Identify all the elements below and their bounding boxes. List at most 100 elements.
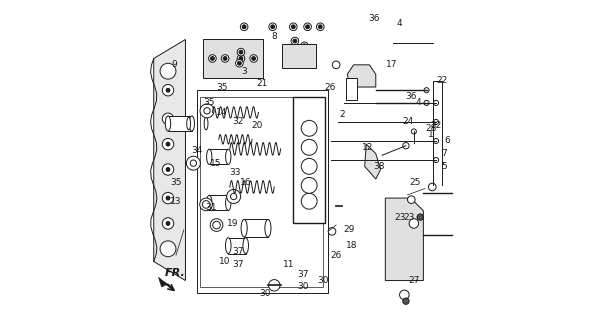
Circle shape <box>209 55 216 62</box>
Circle shape <box>318 25 322 29</box>
Text: 30: 30 <box>259 289 271 298</box>
Text: 8: 8 <box>271 32 277 41</box>
Text: 25: 25 <box>410 178 421 187</box>
Circle shape <box>166 196 170 200</box>
Text: 33: 33 <box>229 168 241 177</box>
Circle shape <box>408 196 415 204</box>
Circle shape <box>304 23 312 31</box>
Text: 28: 28 <box>425 124 437 133</box>
Circle shape <box>271 25 275 29</box>
Circle shape <box>204 108 210 114</box>
Circle shape <box>231 193 237 200</box>
Circle shape <box>400 290 409 300</box>
Circle shape <box>241 23 248 31</box>
Ellipse shape <box>187 117 190 130</box>
Text: 13: 13 <box>170 197 182 206</box>
Text: 37: 37 <box>297 270 308 279</box>
Circle shape <box>166 142 170 146</box>
Circle shape <box>160 63 176 79</box>
Polygon shape <box>282 44 316 68</box>
Circle shape <box>162 164 174 175</box>
Circle shape <box>162 113 174 124</box>
Text: 24: 24 <box>402 117 413 126</box>
Text: 31: 31 <box>205 203 217 212</box>
Text: 2: 2 <box>340 109 345 118</box>
Circle shape <box>328 228 336 235</box>
Text: 11: 11 <box>283 260 294 269</box>
Ellipse shape <box>226 195 231 211</box>
Polygon shape <box>346 77 357 100</box>
Ellipse shape <box>243 238 248 253</box>
Circle shape <box>403 142 409 149</box>
Circle shape <box>236 60 243 67</box>
Circle shape <box>289 23 297 31</box>
Text: 19: 19 <box>227 219 239 228</box>
Circle shape <box>190 160 196 166</box>
Circle shape <box>433 139 439 143</box>
Circle shape <box>160 241 176 257</box>
Text: 21: 21 <box>256 79 267 88</box>
Circle shape <box>301 178 317 193</box>
Text: 26: 26 <box>330 251 342 260</box>
Circle shape <box>210 219 223 231</box>
Circle shape <box>301 158 317 174</box>
Polygon shape <box>347 65 376 87</box>
Polygon shape <box>154 39 185 281</box>
Circle shape <box>300 42 308 50</box>
Circle shape <box>293 39 297 43</box>
Text: FR.: FR. <box>165 268 185 278</box>
Text: 3: 3 <box>241 67 247 76</box>
Text: 29: 29 <box>343 225 354 234</box>
Ellipse shape <box>226 149 231 164</box>
Circle shape <box>222 55 229 62</box>
Bar <box>209 195 228 211</box>
Bar <box>209 149 228 164</box>
Circle shape <box>213 221 220 229</box>
Ellipse shape <box>225 238 231 253</box>
Circle shape <box>162 192 174 204</box>
Circle shape <box>200 104 214 118</box>
Circle shape <box>409 219 419 228</box>
Ellipse shape <box>265 220 271 237</box>
Circle shape <box>211 57 214 60</box>
Text: 12: 12 <box>362 143 373 152</box>
Circle shape <box>301 193 317 209</box>
Text: 14: 14 <box>216 108 228 117</box>
Text: 37: 37 <box>232 247 244 257</box>
Bar <box>293 97 325 223</box>
Polygon shape <box>365 144 381 179</box>
Text: 35: 35 <box>204 99 215 108</box>
Text: 23: 23 <box>394 212 405 222</box>
Circle shape <box>162 139 174 150</box>
Text: 30: 30 <box>297 282 308 292</box>
Circle shape <box>200 198 212 211</box>
Bar <box>200 97 324 287</box>
Ellipse shape <box>241 220 247 237</box>
Text: 16: 16 <box>240 178 252 187</box>
Circle shape <box>411 129 416 134</box>
Circle shape <box>250 55 258 62</box>
Polygon shape <box>196 90 328 293</box>
Circle shape <box>162 218 174 229</box>
Text: 27: 27 <box>408 276 420 285</box>
Circle shape <box>301 140 317 155</box>
Circle shape <box>269 23 277 31</box>
Circle shape <box>403 298 409 304</box>
Circle shape <box>424 88 429 93</box>
Text: 37: 37 <box>232 260 244 269</box>
Ellipse shape <box>207 195 212 211</box>
Ellipse shape <box>204 117 208 130</box>
Circle shape <box>433 157 439 163</box>
Text: 34: 34 <box>191 146 202 155</box>
Polygon shape <box>386 198 424 281</box>
Text: 36: 36 <box>405 92 416 101</box>
Text: 6: 6 <box>444 136 450 146</box>
Text: 5: 5 <box>441 162 447 171</box>
Text: 17: 17 <box>386 60 397 69</box>
Text: 9: 9 <box>171 60 177 69</box>
Circle shape <box>302 44 307 48</box>
Circle shape <box>166 88 170 92</box>
Circle shape <box>301 120 317 136</box>
Text: 15: 15 <box>210 159 222 168</box>
Circle shape <box>187 156 200 170</box>
